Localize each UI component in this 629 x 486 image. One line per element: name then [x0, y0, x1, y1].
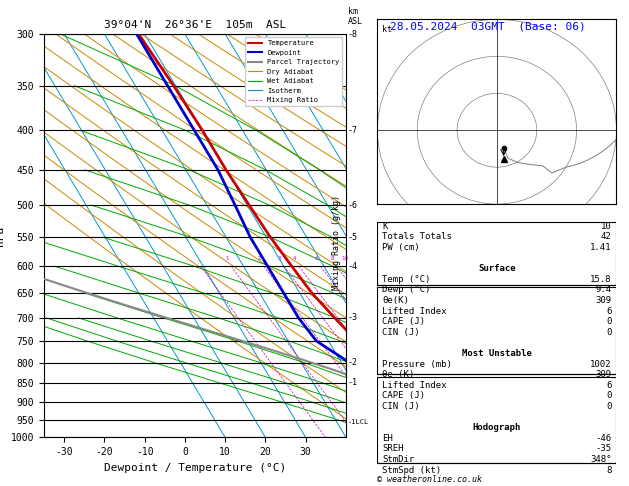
Text: 0: 0 — [606, 391, 611, 400]
Text: 10: 10 — [601, 222, 611, 231]
Text: StmDir: StmDir — [382, 455, 415, 464]
Text: EH: EH — [382, 434, 393, 443]
Text: 8: 8 — [606, 466, 611, 475]
Text: 1002: 1002 — [590, 360, 611, 368]
Text: -4: -4 — [348, 262, 357, 271]
Text: Lifted Index: Lifted Index — [382, 381, 447, 390]
Text: 309: 309 — [596, 296, 611, 305]
Text: 0: 0 — [606, 402, 611, 411]
Text: CAPE (J): CAPE (J) — [382, 391, 425, 400]
Text: 10: 10 — [341, 256, 348, 260]
Text: CAPE (J): CAPE (J) — [382, 317, 425, 326]
Text: Hodograph: Hodograph — [473, 423, 521, 432]
Text: 1: 1 — [225, 256, 229, 260]
Text: θe(K): θe(K) — [382, 296, 409, 305]
Text: CIN (J): CIN (J) — [382, 328, 420, 337]
Text: -2: -2 — [348, 358, 357, 367]
Text: 28.05.2024  03GMT  (Base: 06): 28.05.2024 03GMT (Base: 06) — [390, 22, 586, 32]
Text: K: K — [382, 222, 387, 231]
Text: SREH: SREH — [382, 445, 404, 453]
Text: Pressure (mb): Pressure (mb) — [382, 360, 452, 368]
Title: 39°04'N  26°36'E  105m  ASL: 39°04'N 26°36'E 105m ASL — [104, 20, 286, 31]
Text: -3: -3 — [348, 313, 357, 322]
Text: 2: 2 — [258, 256, 261, 260]
Text: 309: 309 — [596, 370, 611, 379]
Text: 8: 8 — [330, 256, 334, 260]
Text: PW (cm): PW (cm) — [382, 243, 420, 252]
Text: -35: -35 — [596, 445, 611, 453]
Text: Surface: Surface — [478, 264, 516, 273]
Text: Most Unstable: Most Unstable — [462, 349, 532, 358]
Text: -1LCL: -1LCL — [348, 419, 369, 425]
Text: 6: 6 — [606, 381, 611, 390]
Text: Totals Totals: Totals Totals — [382, 232, 452, 242]
Text: -6: -6 — [348, 201, 357, 209]
Text: km
ASL: km ASL — [348, 6, 362, 26]
Text: 42: 42 — [601, 232, 611, 242]
Text: Mixing Ratio (g/kg): Mixing Ratio (g/kg) — [332, 195, 341, 291]
X-axis label: Dewpoint / Temperature (°C): Dewpoint / Temperature (°C) — [104, 463, 286, 473]
Text: 1.41: 1.41 — [590, 243, 611, 252]
Text: Temp (°C): Temp (°C) — [382, 275, 431, 284]
Text: θe (K): θe (K) — [382, 370, 415, 379]
Text: 6: 6 — [606, 307, 611, 315]
Text: 15.8: 15.8 — [590, 275, 611, 284]
Text: StmSpd (kt): StmSpd (kt) — [382, 466, 442, 475]
Text: -1: -1 — [348, 379, 357, 387]
Text: © weatheronline.co.uk: © weatheronline.co.uk — [377, 474, 482, 484]
Text: Lifted Index: Lifted Index — [382, 307, 447, 315]
Text: -8: -8 — [348, 30, 357, 38]
Text: kt: kt — [382, 25, 392, 34]
Text: 3: 3 — [278, 256, 281, 260]
Y-axis label: hPa: hPa — [0, 226, 5, 246]
Text: 4: 4 — [292, 256, 296, 260]
Text: -7: -7 — [348, 126, 357, 135]
Text: -46: -46 — [596, 434, 611, 443]
Text: CIN (J): CIN (J) — [382, 402, 420, 411]
Text: 0: 0 — [606, 328, 611, 337]
Text: 6: 6 — [314, 256, 318, 260]
Text: 348°: 348° — [590, 455, 611, 464]
Legend: Temperature, Dewpoint, Parcel Trajectory, Dry Adiabat, Wet Adiabat, Isotherm, Mi: Temperature, Dewpoint, Parcel Trajectory… — [245, 37, 342, 106]
Text: 9.4: 9.4 — [596, 285, 611, 295]
Text: -5: -5 — [348, 233, 357, 242]
Text: Dewp (°C): Dewp (°C) — [382, 285, 431, 295]
Text: 0: 0 — [606, 317, 611, 326]
